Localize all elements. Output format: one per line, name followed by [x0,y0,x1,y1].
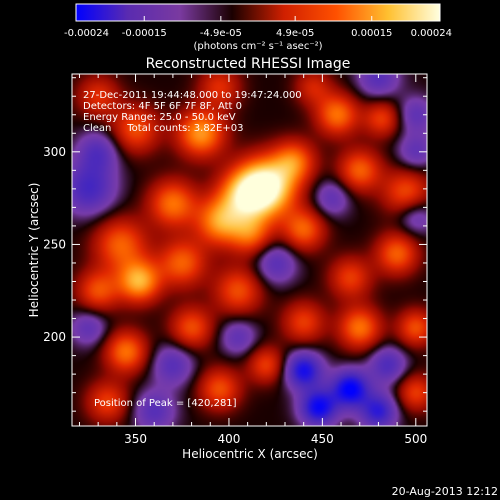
y-tick-label: 250 [43,237,66,251]
colorbar-tick-label: -0.00015 [122,28,167,39]
chart-title: Reconstructed RHESSI Image [146,56,351,72]
y-tick-label: 200 [43,330,66,344]
colorbar-tick-label: -0.00024 [64,28,109,39]
y-axis-label: Heliocentric Y (arcsec) [27,183,41,318]
annotation-peak-position: Position of Peak = [420,281] [94,398,237,409]
colorbar-ticks [75,16,441,21]
y-axis-ticks: 200 250 300 [43,77,427,412]
colorbar-tick-label: 4.9e-05 [276,28,314,39]
x-tick-label: 350 [124,432,147,446]
x-tick-label: 400 [217,432,240,446]
footer-timestamp: 20-Aug-2013 12:12 [391,485,498,498]
colorbar [75,3,441,22]
x-tick-label: 450 [311,432,334,446]
y-tick-label: 300 [43,145,66,159]
heatmap-image [72,74,427,426]
colorbar-tick-label: 0.00024 [411,28,452,39]
x-tick-label: 500 [404,432,427,446]
colorbar-tick-label: 0.00015 [351,28,392,39]
x-axis-ticks: 350 400 450 500 [78,74,427,446]
annotation-clean-counts: Clean Total counts: 3.82E+03 [83,123,243,134]
colorbar-tick-label: -4.9e-05 [200,28,242,39]
colorbar-tick-labels: -0.00024 -0.00015 -4.9e-05 4.9e-05 0.00015 0.… [64,28,452,39]
colorbar-unit-label: (photons cm⁻² s⁻¹ asec⁻²) [193,41,322,52]
annotation-detectors: Detectors: 4F 5F 6F 7F 8F, Att 0 [83,101,242,112]
x-axis-label: Heliocentric X (arcsec) [182,447,318,461]
annotation-energy-range: Energy Range: 25.0 - 50.0 keV [83,112,236,123]
annotation-time-range: 27-Dec-2011 19:44:48.000 to 19:47:24.000 [83,90,302,101]
plot-frame [71,73,428,427]
